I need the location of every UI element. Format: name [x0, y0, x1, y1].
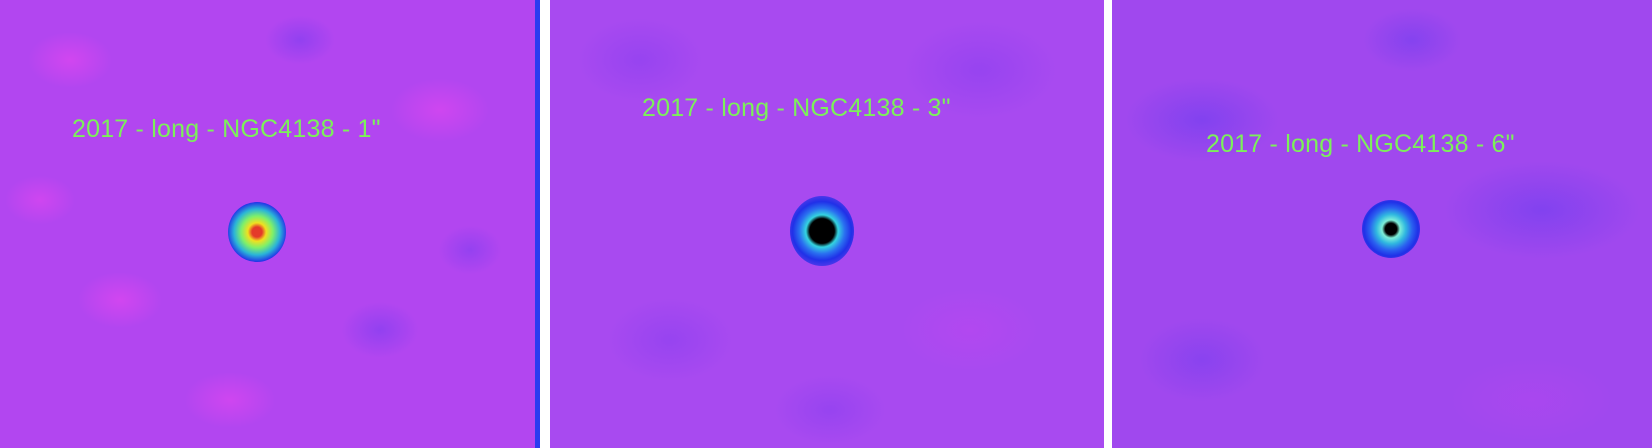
panel-label: 2017 - long - NGC4138 - 3": [642, 94, 951, 122]
panel-edge: [535, 0, 540, 448]
point-source: [1362, 200, 1420, 258]
panel-label: 2017 - long - NGC4138 - 6": [1206, 130, 1515, 158]
point-source: [228, 202, 286, 262]
point-source: [790, 196, 854, 266]
panel-label: 2017 - long - NGC4138 - 1": [72, 115, 381, 143]
